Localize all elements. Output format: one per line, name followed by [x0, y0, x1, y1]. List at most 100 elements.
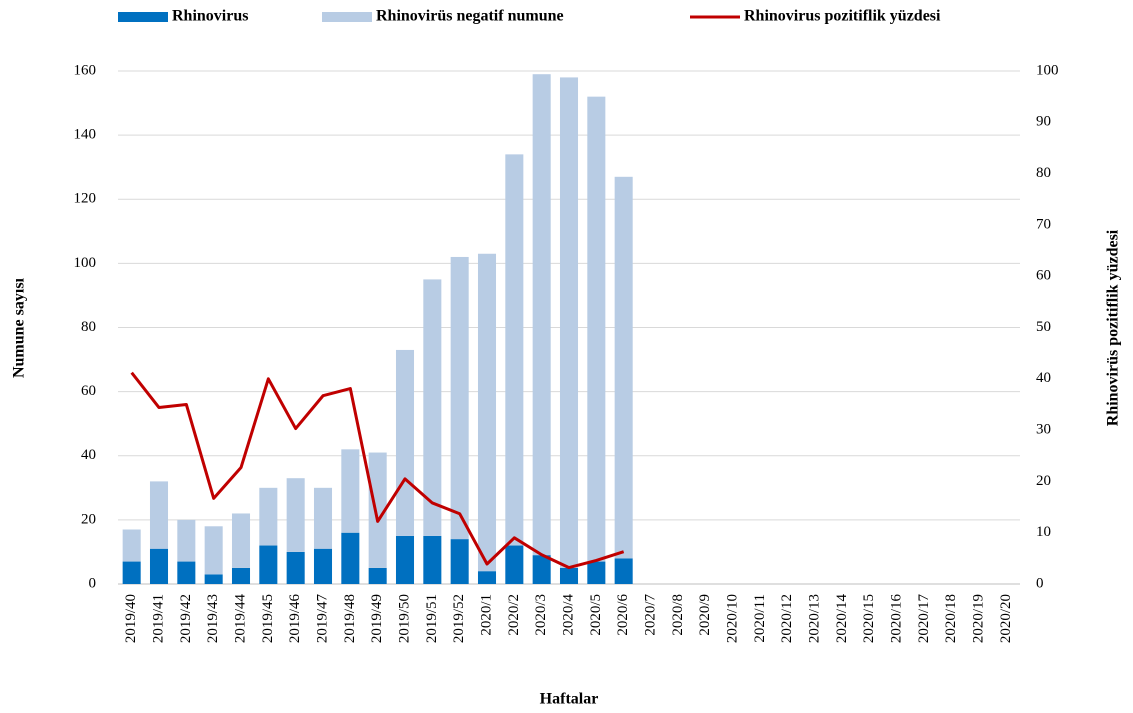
x-tick-label: 2019/52 [451, 594, 467, 643]
x-tick-label: 2020/1 [478, 594, 494, 636]
bar [477, 253, 497, 572]
y2-tick-label: 60 [1036, 268, 1051, 284]
bar [177, 519, 196, 562]
x-tick-label: 2020/5 [588, 594, 604, 636]
y-tick-label: 0 [89, 575, 97, 591]
legend-label: Rhinovirus [172, 8, 248, 25]
x-tick-label: 2020/11 [752, 594, 768, 643]
x-tick-label: 2019/47 [314, 594, 330, 644]
x-tick-label: 2020/12 [779, 594, 795, 643]
bar [177, 561, 196, 584]
x-tick-label: 2020/4 [560, 594, 576, 636]
bar [505, 154, 524, 546]
y-axis-title: Numune sayısı [11, 277, 28, 378]
x-tick-label: 2019/43 [205, 594, 221, 643]
y-tick-label: 60 [81, 383, 96, 399]
bar [286, 478, 305, 552]
bar [149, 548, 169, 584]
bar [532, 74, 551, 556]
bar [559, 77, 579, 568]
x-tick-label: 2019/42 [178, 594, 194, 643]
x-tick-label: 2019/48 [342, 594, 358, 643]
bar [532, 555, 551, 584]
bar [505, 545, 524, 584]
x-tick-label: 2019/40 [123, 594, 139, 643]
bar [450, 539, 469, 584]
y2-tick-label: 10 [1036, 524, 1051, 540]
y2-tick-label: 50 [1036, 319, 1051, 335]
bar [204, 526, 223, 575]
bar [587, 96, 606, 562]
bar [395, 535, 415, 584]
bar [313, 487, 333, 549]
bar [477, 571, 497, 584]
x-tick-label: 2020/18 [943, 594, 959, 643]
y-tick-label: 140 [74, 127, 97, 143]
x-tick-label: 2020/17 [916, 594, 932, 644]
line [130, 371, 625, 570]
bar [423, 535, 442, 584]
x-tick-label: 2020/6 [615, 594, 631, 636]
x-tick-label: 2020/20 [998, 594, 1014, 643]
bar [450, 256, 469, 540]
y-tick-label: 100 [74, 255, 97, 271]
x-tick-label: 2019/50 [396, 594, 412, 643]
bar [259, 545, 278, 584]
x-tick-label: 2020/3 [533, 594, 549, 636]
bar [368, 452, 387, 568]
x-tick-label: 2020/7 [642, 594, 658, 636]
y-tick-label: 40 [81, 447, 96, 463]
y-tick-label: 80 [81, 319, 96, 335]
x-tick-label: 2019/49 [369, 594, 385, 643]
x-tick-label: 2019/51 [424, 594, 440, 643]
x-tick-label: 2019/44 [232, 594, 248, 644]
y2-tick-label: 80 [1036, 165, 1051, 181]
y2-tick-label: 0 [1036, 575, 1044, 591]
y2-axis-title: Rhinovirüs pozitiflik yüzdesi [1105, 229, 1122, 426]
x-tick-label: 2020/2 [506, 594, 522, 636]
bar [341, 449, 360, 533]
legend-swatch [322, 12, 372, 22]
y-tick-label: 20 [81, 511, 96, 527]
x-tick-label: 2020/8 [670, 594, 686, 636]
bar [587, 561, 606, 584]
x-tick-label: 2020/19 [970, 594, 986, 643]
legend-label: Rhinovirus pozitiflik yüzdesi [744, 8, 941, 25]
y2-tick-label: 90 [1036, 114, 1051, 130]
bar [122, 561, 141, 584]
x-tick-label: 2019/46 [287, 594, 303, 644]
bar [149, 481, 169, 549]
bar [286, 551, 305, 584]
y-tick-label: 160 [74, 62, 97, 78]
x-tick-label: 2019/45 [260, 594, 276, 643]
bar [259, 487, 278, 546]
bar [122, 529, 141, 562]
bar [614, 176, 633, 559]
bar [368, 567, 387, 584]
bar [204, 574, 223, 584]
y2-tick-label: 40 [1036, 370, 1051, 386]
bar [395, 349, 415, 536]
bar [231, 567, 251, 584]
x-tick-label: 2020/13 [806, 594, 822, 643]
x-tick-label: 2020/16 [888, 594, 904, 644]
legend-swatch [118, 12, 168, 22]
y2-tick-label: 100 [1036, 62, 1059, 78]
bar [231, 513, 251, 568]
y2-tick-label: 70 [1036, 216, 1051, 232]
x-axis-title: Haftalar [540, 691, 599, 708]
x-tick-label: 2019/41 [150, 594, 166, 643]
x-tick-label: 2020/15 [861, 594, 877, 643]
y-tick-label: 120 [74, 191, 97, 207]
y2-tick-label: 30 [1036, 422, 1051, 438]
legend-label: Rhinovirüs negatif numune [376, 8, 564, 25]
bar [313, 548, 333, 584]
bar [423, 279, 442, 536]
x-tick-label: 2020/9 [697, 594, 713, 636]
y2-tick-label: 20 [1036, 473, 1051, 489]
bar [614, 558, 633, 584]
x-tick-label: 2020/14 [834, 594, 850, 644]
x-tick-label: 2020/10 [724, 594, 740, 643]
bar [559, 567, 579, 584]
